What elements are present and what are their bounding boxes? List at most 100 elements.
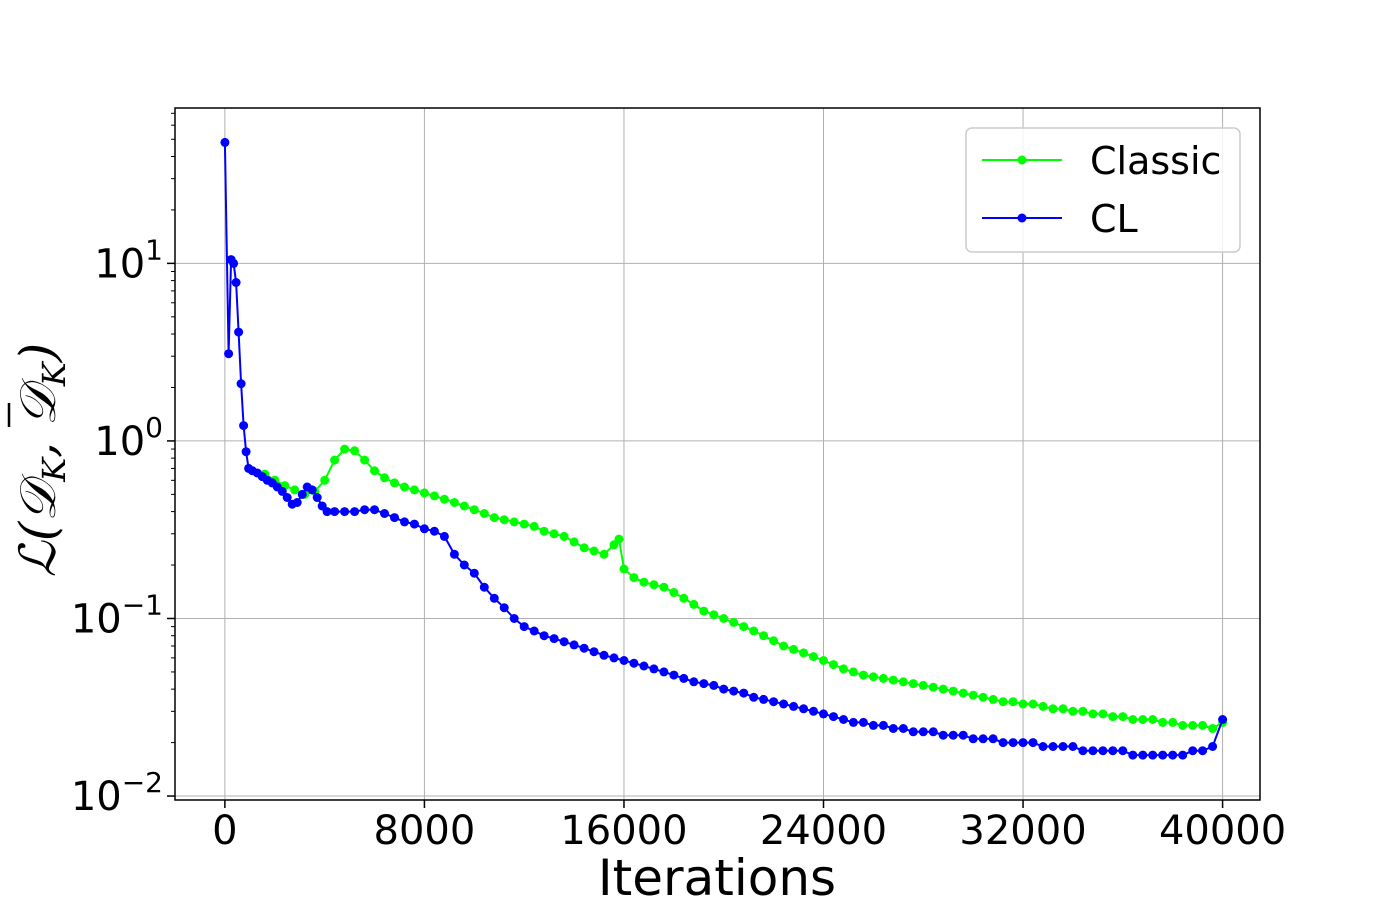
data-point [409, 519, 419, 529]
data-point [419, 488, 429, 498]
data-point [390, 478, 399, 488]
data-point [350, 507, 360, 517]
data-point [330, 507, 340, 517]
data-point [529, 521, 539, 531]
plot-frame [174, 107, 1261, 801]
data-point [579, 543, 589, 553]
data-point [1128, 750, 1138, 760]
data-point [509, 614, 519, 623]
data-point [429, 491, 439, 501]
data-point [888, 675, 898, 685]
data-point [998, 697, 1008, 707]
data-point [898, 677, 908, 687]
data-point [779, 641, 789, 651]
data-point [297, 489, 307, 499]
data-point [918, 680, 928, 690]
data-point [888, 724, 898, 733]
data-point [1018, 699, 1028, 709]
data-point [499, 603, 509, 613]
data-point [307, 485, 317, 495]
data-point [689, 677, 699, 687]
series-cl [220, 137, 1228, 760]
y-tick-label: 101 [94, 233, 163, 287]
y-tick-label: 100 [94, 411, 163, 465]
data-point [220, 137, 230, 147]
data-point [839, 715, 848, 724]
data-point [1188, 746, 1198, 756]
legend: Classic CL [965, 127, 1241, 253]
data-point [330, 455, 340, 465]
data-point [839, 664, 848, 674]
data-point [868, 720, 878, 730]
data-point [1008, 697, 1018, 707]
data-point [449, 549, 459, 559]
data-point [499, 515, 509, 525]
data-point [908, 679, 918, 689]
data-point [569, 537, 579, 547]
data-point [749, 692, 759, 702]
data-point [380, 509, 389, 518]
data-point [429, 526, 439, 536]
data-point [282, 493, 292, 502]
data-point [749, 626, 759, 636]
data-point [320, 475, 330, 485]
x-axis-title: Iterations [598, 849, 836, 900]
y-tick-label: 10−2 [71, 766, 163, 820]
data-point [290, 485, 300, 495]
y-tick-label: 10−1 [71, 588, 163, 642]
data-point [1218, 715, 1228, 724]
data-point [938, 730, 948, 740]
data-point [1048, 742, 1058, 751]
data-point [469, 568, 479, 578]
data-point [350, 446, 360, 456]
data-point [1148, 715, 1158, 724]
data-point [1138, 715, 1148, 724]
x-tick-label: 32000 [959, 808, 1086, 854]
data-point [1048, 704, 1058, 714]
data-point [360, 505, 370, 515]
data-point [400, 482, 409, 492]
legend-swatch-marker [1017, 213, 1027, 223]
data-point [1148, 750, 1158, 760]
data-point [619, 564, 629, 574]
data-point [799, 704, 809, 714]
data-point [938, 684, 948, 694]
ticks: 0 8000 16000 24000 32000 40000 10−2 10−1 100 101 [71, 112, 1286, 854]
data-point [898, 724, 908, 733]
data-point [639, 661, 649, 671]
data-point [988, 694, 998, 704]
data-point [1198, 746, 1208, 756]
data-point [589, 647, 599, 657]
data-point [1208, 724, 1218, 733]
data-point [599, 650, 609, 660]
data-point [649, 580, 659, 590]
data-point [559, 531, 569, 541]
data-point [988, 734, 998, 744]
data-point [380, 473, 389, 483]
data-point [609, 653, 619, 663]
data-point [400, 517, 409, 527]
data-point [579, 643, 589, 653]
data-point [968, 690, 978, 700]
data-point [858, 717, 868, 727]
legend-swatch-marker [1017, 155, 1027, 165]
data-point [589, 546, 599, 556]
data-point [908, 727, 918, 737]
data-point [968, 734, 978, 744]
data-point [459, 560, 469, 570]
data-point [719, 684, 729, 694]
data-point [292, 498, 302, 507]
data-point [978, 692, 988, 702]
data-point [789, 644, 799, 654]
data-point [809, 652, 818, 662]
y-axis-title-script: ℒ( [9, 520, 67, 577]
data-point [370, 505, 379, 515]
data-point [669, 670, 679, 680]
x-tick-label: 24000 [760, 808, 887, 854]
data-point [1028, 738, 1038, 748]
data-point [1028, 699, 1038, 709]
data-point [439, 494, 449, 504]
data-point [928, 682, 938, 692]
data-point [659, 582, 669, 592]
data-point [539, 526, 549, 536]
